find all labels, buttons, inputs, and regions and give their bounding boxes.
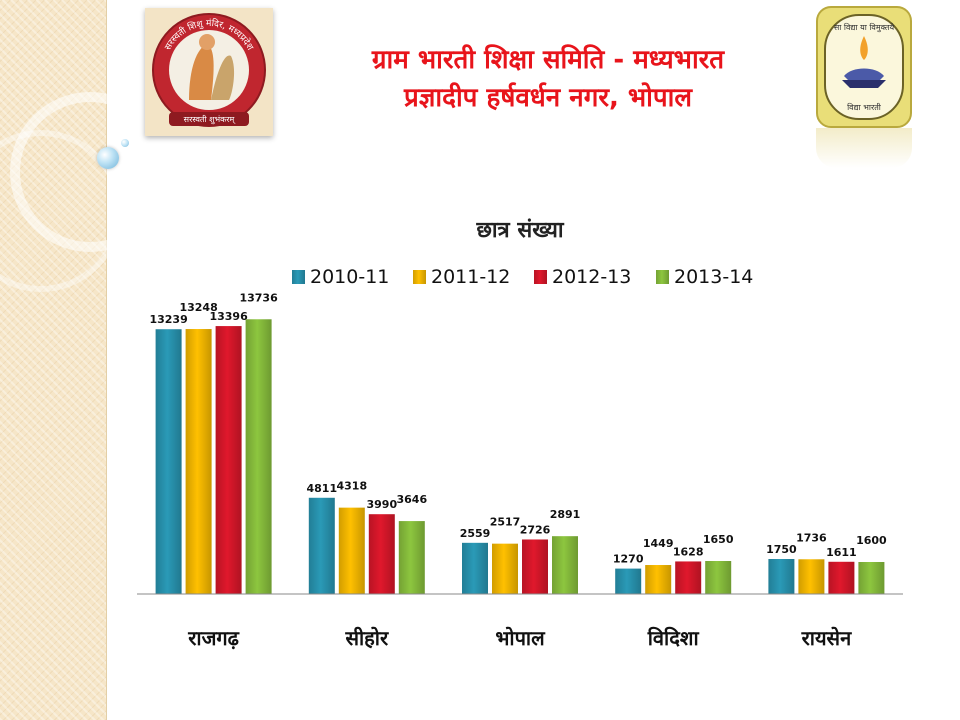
bar-2013-14 [705,561,732,594]
chart-legend: 2010-11 2011-12 2012-13 2013-14 [292,266,753,288]
data-label: 1611 [826,546,857,559]
category-label: रायसेन [801,626,852,650]
bar-2010-11 [615,568,642,594]
bar-2012-13 [522,539,548,594]
bar-2011-12 [798,559,825,594]
bar-2012-13 [215,326,242,594]
category-label: विदिशा [647,626,700,650]
data-label: 2891 [550,508,581,521]
category-labels: राजगढ़ सीहोर भोपाल विदिशा रायसेन [187,626,852,650]
category-label: भोपाल [495,626,546,650]
data-label: 1750 [766,543,797,556]
bar-2010-11 [308,497,335,594]
bar-2010-11 [155,329,182,594]
data-label: 3990 [366,498,397,511]
bar-2012-13 [675,561,702,594]
data-label: 1600 [856,534,887,547]
legend-swatch [534,270,547,284]
bar-2011-12 [645,565,672,594]
bar-2011-12 [338,507,365,594]
legend-label: 2012-13 [552,266,631,288]
legend-swatch [656,270,669,284]
bar-2013-14 [245,319,272,594]
decorative-bubble [121,139,129,147]
data-label: 13736 [239,291,278,304]
category-label: राजगढ़ [187,626,239,650]
data-label: 13396 [209,310,248,323]
data-label: 1628 [673,545,704,558]
bar-2011-12 [185,329,212,594]
bar-2011-12 [492,543,518,594]
data-label: 2517 [490,516,521,529]
bar-2013-14 [552,536,578,594]
legend-swatch [292,270,305,284]
data-label: 13239 [149,313,187,326]
legend-label: 2013-14 [674,266,753,288]
legend-label: 2010-11 [310,266,389,288]
data-label: 1270 [613,553,644,566]
header-title-line-2: प्रज्ञादीप हर्षवर्धन नगर, भोपाल [403,83,693,113]
category-label: सीहोर [344,626,388,650]
data-label: 1736 [796,531,827,544]
left-logo: सरस्वती शिशु मंदिर, मध्यप्रदेश सरस्वती श… [145,8,273,136]
legend-label: 2011-12 [431,266,510,288]
bar-2013-14 [858,562,885,594]
data-label: 1449 [643,537,674,550]
left-logo-bottom-text: सरस्वती शुभंकरम् [184,114,237,125]
header-title-line-1: ग्राम भारती शिक्षा समिति - मध्यभारत [371,45,725,75]
decorative-ring [0,130,122,292]
right-logo: सा विद्या या विमुक्तये विद्या भारती [816,6,912,128]
data-label: 3646 [396,493,427,506]
data-label: 1650 [703,533,734,546]
bar-2013-14 [398,521,425,594]
chart-title: छात्र संख्या [475,218,564,243]
data-label: 2726 [520,523,551,536]
bar-2010-11 [768,559,795,594]
bar-2012-13 [368,514,395,594]
data-label: 4318 [336,480,367,493]
right-logo-top-text: सा विद्या या विमुक्तये [834,22,895,33]
legend-swatch [413,270,426,284]
logo-reflection [816,128,912,168]
decorative-bubble [97,147,119,169]
bar-2010-11 [462,542,488,594]
data-label: 4811 [306,482,337,495]
data-label: 13248 [179,301,217,314]
right-logo-bottom-text: विद्या भारती [847,102,882,112]
data-label: 2559 [460,527,491,540]
bar-2012-13 [828,561,855,594]
